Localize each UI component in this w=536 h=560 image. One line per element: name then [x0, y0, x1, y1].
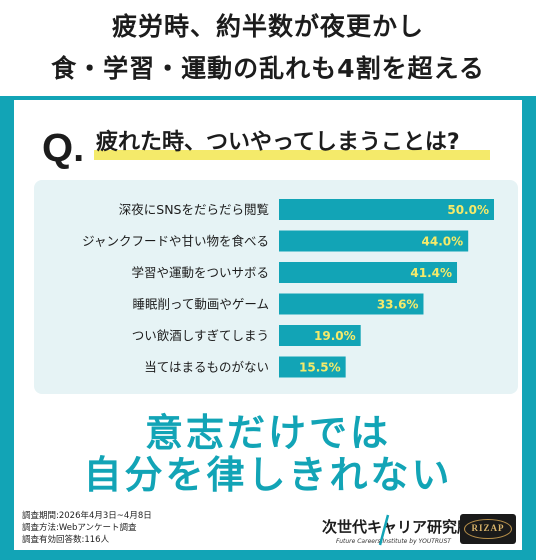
bar [279, 230, 469, 252]
message-line-2: 自分を律しきれない [83, 453, 453, 497]
value-label: 19.0% [314, 329, 356, 343]
slash-mark-icon [378, 514, 390, 546]
brand-name: RIZAP [471, 523, 505, 533]
question-text: 疲れた時、ついやってしまうことは? [96, 130, 460, 155]
survey-period: 調査期間:2026年4月3日~4月8日 [22, 511, 152, 521]
headline-line-2: 食・学習・運動の乱れも4割を超える [51, 54, 485, 83]
value-label: 44.0% [422, 235, 464, 249]
headline-line-1: 疲労時、約半数が夜更かし [111, 12, 424, 41]
survey-method: 調査方法:Webアンケート調査 [22, 523, 137, 533]
brand-logo: RIZAP [460, 514, 516, 544]
bar [279, 356, 346, 378]
category-label: 睡眠削って動画やゲーム [132, 297, 269, 312]
institute-logo: 次世代キャリア研究所 Future Careers Institute by Y… [322, 514, 472, 548]
question-highlight [94, 150, 490, 160]
category-label: 当てはまるものがない [144, 360, 269, 375]
category-label: 深夜にSNSをだらだら閲覧 [119, 202, 269, 217]
bar [279, 199, 494, 220]
bar [279, 262, 458, 283]
value-label: 33.6% [377, 298, 419, 312]
bar [279, 293, 424, 315]
institute-subtitle: Future Careers Institute by YOUTRUST [336, 538, 451, 545]
value-label: 15.5% [299, 361, 341, 375]
survey-responses: 調査有効回答数:116人 [22, 535, 110, 545]
message-line-1: 意志だけでは [144, 411, 391, 455]
category-label: つい飲酒しすぎてしまう [132, 328, 269, 343]
category-label: ジャンクフードや甘い物を食べる [82, 234, 269, 249]
value-label: 41.4% [410, 266, 452, 280]
value-label: 50.0% [447, 203, 489, 217]
question-mark: Q. [42, 126, 85, 170]
institute-name: 次世代キャリア研究所 [322, 518, 473, 536]
category-label: 学習や運動をついサボる [131, 265, 269, 280]
brand-ring-icon [464, 519, 512, 539]
bar [279, 325, 361, 346]
bar-chart: 深夜にSNSをだらだら閲覧 50.0% ジャンクフードや甘い物を食べる 44.0% 学習… [82, 199, 494, 378]
survey-info: 調査期間:2026年4月3日~4月8日 調査方法:Webアンケート調査 調査有効… [22, 510, 152, 546]
headline: 疲労時、約半数が夜更かし 食・学習・運動の乱れも4割を超える [0, 0, 536, 96]
